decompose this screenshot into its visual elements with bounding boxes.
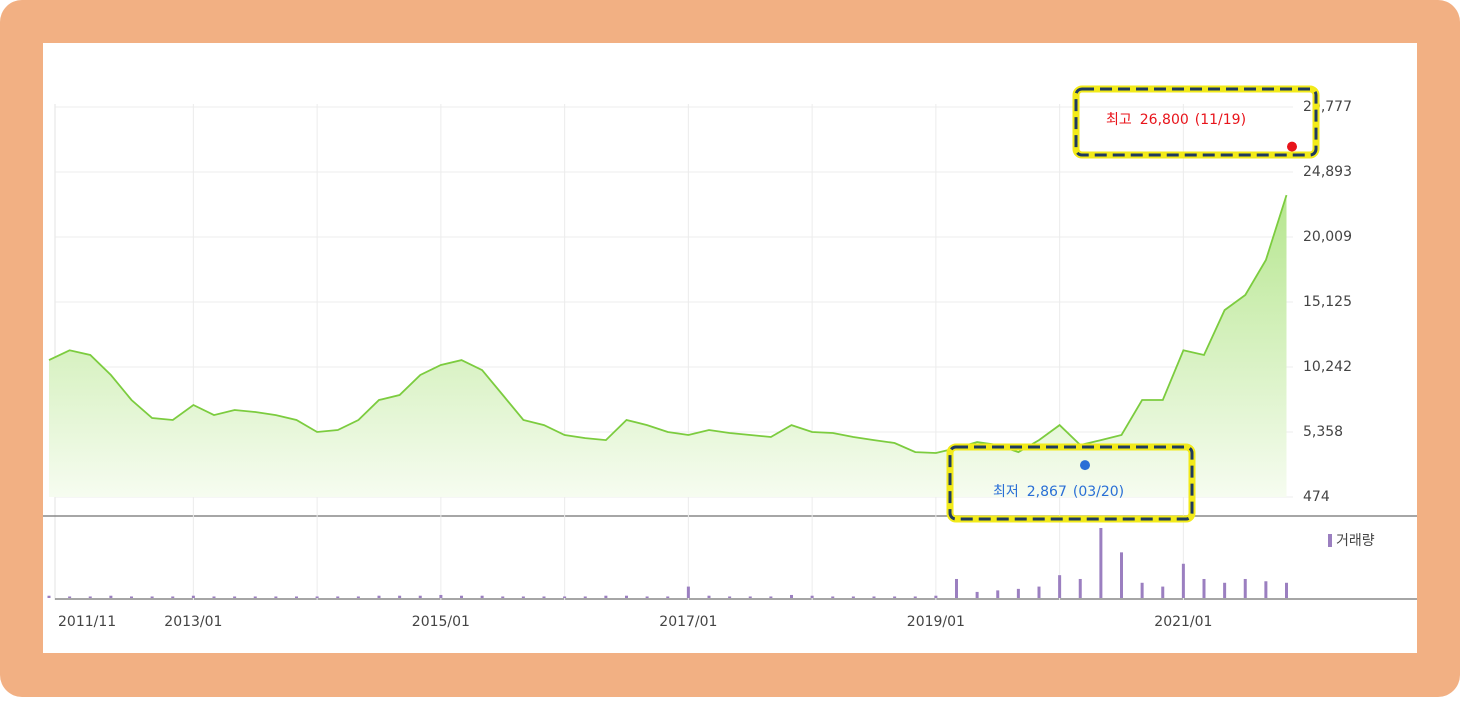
volume-bar — [439, 594, 443, 598]
volume-bar — [996, 590, 1000, 598]
volume-bar — [542, 596, 546, 598]
volume-bar — [604, 595, 608, 598]
area — [49, 195, 1287, 497]
x-tick-label: 2013/01 — [164, 614, 222, 630]
legend-label: 거래량 — [1336, 533, 1375, 549]
y-tick-label: 10,242 — [1303, 359, 1352, 375]
volume-bar — [1099, 528, 1103, 598]
volume-bar — [1140, 582, 1144, 598]
volume-bar — [1016, 588, 1020, 598]
extreme-value: 26,800 — [1140, 112, 1189, 128]
extreme-kind: 최저 — [993, 484, 1019, 500]
volume-bar — [377, 595, 381, 598]
grid — [55, 104, 1293, 600]
volume-bar — [769, 596, 773, 598]
volume-bar — [1078, 578, 1082, 598]
highlight-box-dash — [948, 445, 1194, 521]
volume-bar — [295, 596, 298, 598]
volume-bar — [233, 596, 237, 598]
volume-bar — [913, 596, 917, 598]
volume-bar — [686, 586, 690, 598]
volume-bar — [47, 595, 51, 598]
volume-bar — [109, 595, 113, 598]
y-tick-label: 474 — [1303, 489, 1330, 505]
volume-bar — [68, 596, 72, 598]
volume-bar — [418, 595, 422, 598]
volume-bar — [851, 596, 855, 598]
panel — [43, 43, 1417, 653]
x-tick-label: 2021/01 — [1154, 614, 1212, 630]
volume-bar — [1037, 586, 1041, 598]
volume-bar — [934, 595, 938, 598]
volume-bar — [1058, 575, 1062, 598]
volume-bar — [171, 596, 175, 598]
volume-bar — [1243, 578, 1247, 598]
y-tick-label: 24,893 — [1303, 164, 1352, 180]
y-tick-label: 20,009 — [1303, 229, 1352, 245]
volume-bar — [315, 596, 319, 598]
volume-bar — [1202, 578, 1206, 598]
volume-bar — [1120, 552, 1123, 598]
volume-bar — [666, 596, 670, 598]
volume-bar — [831, 596, 835, 598]
volume-bar — [501, 596, 505, 598]
volume-bar — [625, 595, 628, 598]
volume-bar — [707, 595, 711, 598]
volume-bar — [955, 578, 958, 598]
y-tick-label: 15,125 — [1303, 294, 1352, 310]
extreme-label: 최고 26,800 (11/19) — [1106, 112, 1246, 128]
extreme-date: (11/19) — [1195, 112, 1246, 128]
volume-bar — [336, 596, 340, 598]
volume-bar — [398, 595, 402, 598]
volume-bar — [748, 596, 752, 598]
volume-bar — [274, 596, 278, 598]
labels: 474 5,358 10,242 15,125 20,009 24,893 29,777 20… — [58, 85, 1375, 630]
volume-bar — [790, 594, 793, 598]
volume-bar — [212, 596, 216, 598]
x-tick-label: 2011/11 — [58, 614, 116, 630]
y-tick-label: 5,358 — [1303, 424, 1343, 440]
extreme-dot — [1287, 141, 1297, 152]
volume-bar — [583, 596, 587, 598]
volume-bar — [563, 596, 567, 598]
x-tick-label: 2015/01 — [412, 614, 470, 630]
volume-bar — [893, 596, 897, 598]
volume-bar — [1161, 586, 1165, 598]
volume-bar — [521, 596, 525, 598]
volume-bar — [1223, 582, 1227, 598]
y-tick-label: 29,777 — [1303, 99, 1352, 115]
extreme-date: (03/20) — [1073, 484, 1124, 500]
legend-swatch — [1328, 534, 1332, 547]
volume-bar — [356, 596, 360, 598]
volume-bar — [253, 596, 257, 598]
x-tick-label: 2017/01 — [659, 614, 717, 630]
volume-bar — [460, 595, 463, 598]
volume-bar — [480, 595, 484, 598]
extreme-kind: 최고 — [1106, 112, 1132, 128]
extreme-dot — [1080, 460, 1090, 471]
extreme-label: 최저 2,867 (03/20) — [993, 484, 1124, 500]
extreme-value: 2,867 — [1027, 484, 1067, 500]
volume-bar — [1285, 582, 1288, 598]
highlight-box-dash — [1074, 87, 1318, 157]
volume-bar — [1264, 581, 1268, 598]
volume-bar — [150, 596, 154, 598]
volume-bar — [130, 596, 133, 598]
volume-bar — [810, 595, 814, 598]
volume-bar — [88, 596, 92, 598]
x-tick-label: 2019/01 — [907, 614, 965, 630]
volume-bar — [645, 596, 649, 598]
volume-bar — [191, 595, 195, 598]
volume-bar — [1181, 563, 1185, 598]
volume-bar — [872, 596, 876, 598]
volume-bar — [728, 596, 732, 598]
volume-bar — [975, 591, 979, 598]
